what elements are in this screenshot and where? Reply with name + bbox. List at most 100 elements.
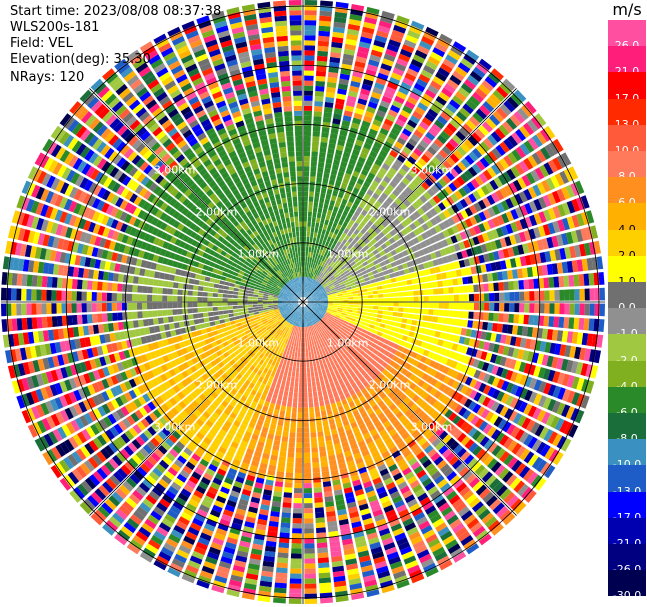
velocity-gate	[404, 494, 416, 504]
velocity-gate	[459, 364, 468, 373]
velocity-gate	[298, 402, 303, 408]
velocity-gate	[593, 350, 601, 364]
velocity-gate	[117, 529, 131, 542]
velocity-gate	[355, 379, 362, 387]
velocity-gate	[358, 323, 364, 329]
velocity-gate	[434, 474, 445, 485]
velocity-gate	[466, 518, 480, 530]
velocity-gate	[303, 317, 305, 323]
velocity-gate	[162, 339, 169, 347]
velocity-gate	[276, 567, 288, 574]
velocity-gate	[374, 321, 381, 327]
velocity-gate	[361, 387, 368, 395]
velocity-gate	[348, 400, 355, 408]
velocity-gate	[179, 437, 189, 447]
velocity-gate	[185, 564, 199, 574]
velocity-gate	[257, 304, 263, 307]
velocity-gate	[359, 376, 366, 384]
velocity-gate	[282, 320, 288, 326]
velocity-gate	[97, 405, 107, 417]
velocity-gate	[125, 497, 138, 509]
velocity-gate	[564, 303, 570, 315]
velocity-gate	[469, 378, 478, 388]
velocity-gate	[187, 302, 193, 308]
velocity-gate	[303, 442, 310, 448]
velocity-gate	[409, 569, 423, 579]
velocity-gate	[399, 393, 408, 402]
velocity-gate	[265, 332, 271, 338]
velocity-gate	[286, 462, 294, 468]
velocity-gate	[210, 481, 221, 491]
velocity-gate	[277, 315, 283, 320]
velocity-gate	[7, 365, 16, 379]
velocity-gate	[331, 560, 344, 568]
velocity-gate	[453, 335, 461, 343]
velocity-gate	[551, 356, 559, 369]
velocity-gate	[224, 369, 232, 377]
velocity-gate	[269, 310, 275, 313]
velocity-gate	[303, 306, 305, 312]
velocity-gate	[305, 326, 308, 332]
velocity-gate	[399, 463, 409, 472]
velocity-gate	[220, 323, 227, 328]
velocity-gate	[168, 533, 181, 544]
velocity-gate	[316, 527, 326, 534]
velocity-gate	[210, 272, 217, 279]
velocity-gate	[301, 337, 303, 343]
velocity-gate	[202, 390, 210, 398]
velocity-gate	[272, 393, 278, 400]
velocity-gate	[236, 359, 243, 366]
velocity-gate	[270, 313, 276, 317]
velocity-gate	[232, 564, 246, 573]
velocity-gate	[141, 522, 154, 534]
velocity-gate	[152, 302, 158, 310]
velocity-gate	[262, 349, 268, 355]
velocity-gate	[237, 305, 243, 309]
velocity-gate	[346, 385, 353, 392]
velocity-gate	[299, 372, 303, 378]
velocity-gate	[126, 302, 133, 311]
velocity-gate	[468, 302, 475, 311]
velocity-gate	[285, 380, 290, 387]
velocity-gate	[41, 276, 48, 288]
velocity-gate	[132, 311, 138, 319]
velocity-gate	[331, 329, 337, 334]
velocity-gate	[429, 329, 436, 337]
velocity-gate	[232, 370, 239, 377]
velocity-gate	[253, 307, 259, 310]
velocity-gate	[90, 513, 104, 526]
velocity-gate	[317, 333, 322, 339]
velocity-gate	[135, 435, 146, 446]
velocity-gate	[121, 360, 129, 370]
velocity-gate	[274, 481, 284, 488]
velocity-gate	[96, 292, 102, 301]
velocity-gate	[324, 322, 330, 327]
velocity-gate	[423, 562, 437, 573]
velocity-gate	[551, 400, 561, 414]
velocity-gate	[259, 365, 265, 372]
velocity-gate	[252, 340, 258, 346]
velocity-gate	[397, 333, 404, 340]
velocity-gate	[258, 331, 264, 337]
velocity-gate	[276, 357, 282, 363]
velocity-gate	[232, 327, 239, 333]
velocity-gate	[334, 585, 348, 593]
velocity-gate	[65, 422, 76, 435]
velocity-gate	[289, 306, 294, 309]
velocity-gate	[381, 472, 392, 481]
velocity-gate	[189, 373, 197, 382]
velocity-gate	[262, 389, 269, 396]
velocity-gate	[379, 392, 387, 400]
velocity-gate	[445, 358, 454, 367]
velocity-gate	[392, 386, 400, 395]
velocity-gate	[119, 382, 128, 393]
velocity-gate	[547, 384, 557, 397]
velocity-gate	[273, 491, 282, 498]
velocity-gate	[246, 474, 256, 482]
velocity-gate	[369, 541, 381, 550]
velocity-gate	[263, 448, 271, 455]
velocity-gate	[315, 345, 319, 351]
velocity-gate	[446, 368, 455, 377]
velocity-gate	[329, 382, 335, 388]
velocity-gate	[303, 472, 312, 479]
